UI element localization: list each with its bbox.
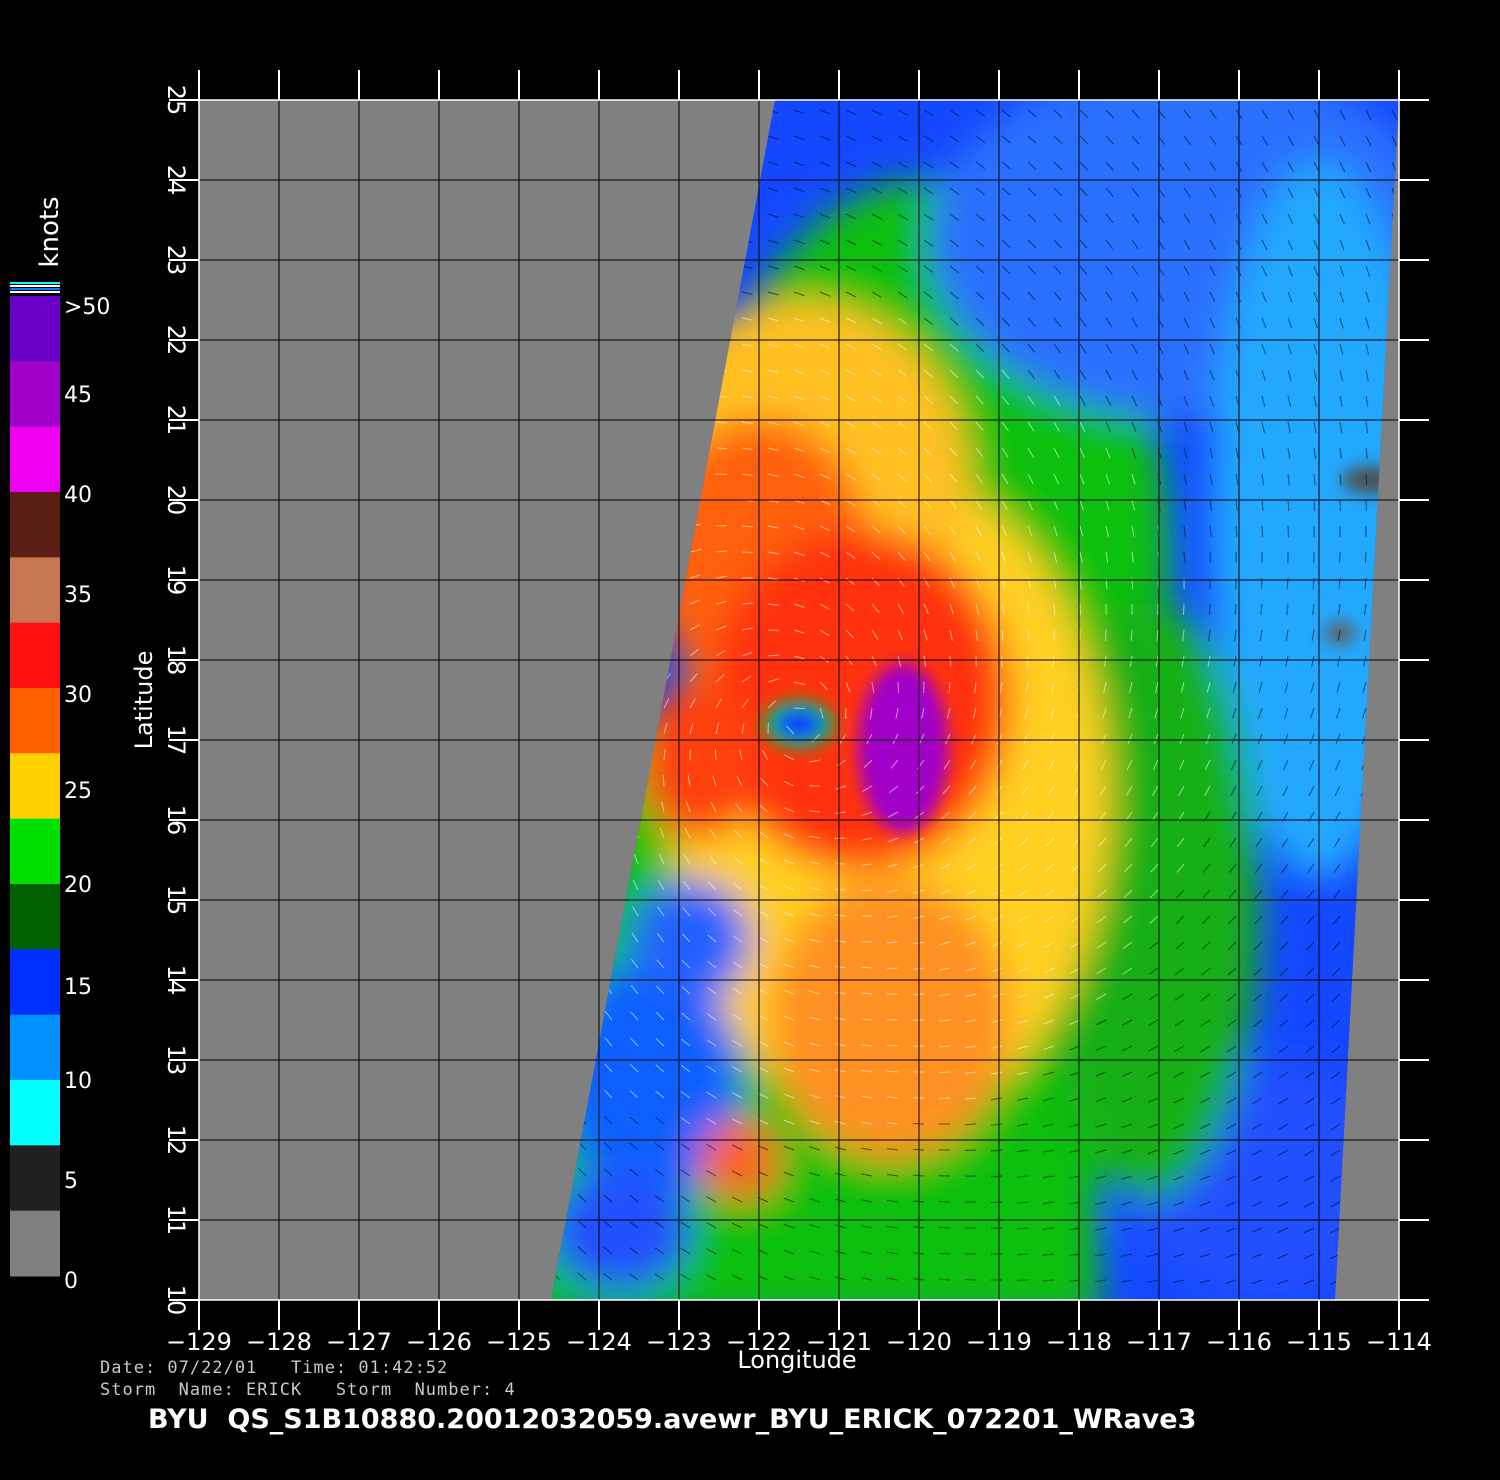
colorbar-units: knots — [35, 196, 65, 267]
lon-tick-label: −121 — [806, 1328, 872, 1356]
colorbar-swatch — [10, 1145, 60, 1212]
colorbar-label: 0 — [64, 1269, 78, 1294]
lon-tick-label: −117 — [1126, 1328, 1192, 1356]
lon-tick-label: −119 — [966, 1328, 1032, 1356]
lat-tick-label: 10 — [162, 1285, 190, 1316]
lon-tick-label: −126 — [406, 1328, 472, 1356]
lon-tick-label: −129 — [166, 1328, 232, 1356]
colorbar-label: 5 — [64, 1169, 78, 1194]
lat-tick-label: 11 — [162, 1205, 190, 1236]
lat-tick-label: 12 — [162, 1125, 190, 1156]
lon-tick-label: −116 — [1206, 1328, 1272, 1356]
storm-name-line: Storm Name: ERICK Storm Number: 4 — [100, 1380, 516, 1400]
colorbar-swatch — [10, 1014, 60, 1081]
plot-frame — [198, 99, 1400, 1301]
colorbar-label: 35 — [64, 583, 92, 608]
lon-tick-label: −127 — [326, 1328, 392, 1356]
colorbar-label: 40 — [64, 483, 92, 508]
wind-speed-map: −129 −128 −127 −126 −125 −124 −123 −122 −121 −120… — [10, 70, 1432, 1374]
colorbar-label: 45 — [64, 383, 92, 408]
colorbar-swatch — [10, 361, 60, 428]
colorbar-swatch — [10, 1080, 60, 1146]
lon-tick-label: −114 — [1366, 1328, 1432, 1356]
lon-tick-label: −115 — [1286, 1328, 1352, 1356]
lon-tick-label: −120 — [886, 1328, 952, 1356]
lon-tick-label: −125 — [486, 1328, 552, 1356]
colorbar-swatch — [10, 949, 60, 1016]
lat-tick-label: 21 — [162, 405, 190, 436]
lat-tick-label: 14 — [162, 965, 190, 996]
lon-tick-label: −124 — [566, 1328, 632, 1356]
lat-tick-label: 13 — [162, 1045, 190, 1076]
date-time-line: Date: 07/22/01 Time: 01:42:52 — [100, 1358, 449, 1378]
lon-tick-label: −123 — [646, 1328, 712, 1356]
colorbar-label: 15 — [64, 975, 92, 1000]
lat-tick-label: 18 — [162, 645, 190, 676]
colorbar-swatch — [10, 1210, 60, 1277]
lat-tick-label: 23 — [162, 245, 190, 276]
product-filename: BYU QS_S1B10880.20012032059.avewr_BYU_ER… — [148, 1404, 1197, 1435]
colorbar-swatch — [10, 884, 60, 950]
lat-tick-label: 19 — [162, 565, 190, 596]
colorbar-label: >50 — [64, 295, 110, 320]
lat-tick-label: 15 — [162, 885, 190, 916]
lat-tick-label: 25 — [162, 85, 190, 116]
colorbar-swatch — [10, 818, 60, 885]
colorbar: >50 45 40 35 30 25 20 15 10 5 0 knots — [10, 196, 110, 1294]
lat-tick-label: 22 — [162, 325, 190, 356]
lat-tick-label: 16 — [162, 805, 190, 836]
axis-ticks — [169, 70, 1429, 1330]
colorbar-swatch — [10, 426, 60, 493]
colorbar-swatch — [10, 622, 60, 689]
colorbar-swatch — [10, 753, 60, 820]
colorbar-label: 20 — [64, 873, 92, 898]
lon-tick-label: −122 — [726, 1328, 792, 1356]
lat-tick-label: 24 — [162, 165, 190, 196]
colorbar-swatch — [10, 492, 60, 558]
lon-tick-label: −128 — [246, 1328, 312, 1356]
lat-tick-label: 20 — [162, 485, 190, 516]
lat-tick-label: 17 — [162, 725, 190, 756]
colorbar-label: 30 — [64, 683, 92, 708]
colorbar-swatch — [10, 688, 60, 754]
lon-tick-label: −118 — [1046, 1328, 1112, 1356]
colorbar-swatch — [10, 557, 60, 624]
y-axis-label: Latitude — [130, 651, 158, 750]
colorbar-label: 10 — [64, 1069, 92, 1094]
x-axis-label: Longitude — [737, 1346, 856, 1374]
colorbar-label: 25 — [64, 779, 92, 804]
colorbar-swatch — [10, 296, 60, 362]
